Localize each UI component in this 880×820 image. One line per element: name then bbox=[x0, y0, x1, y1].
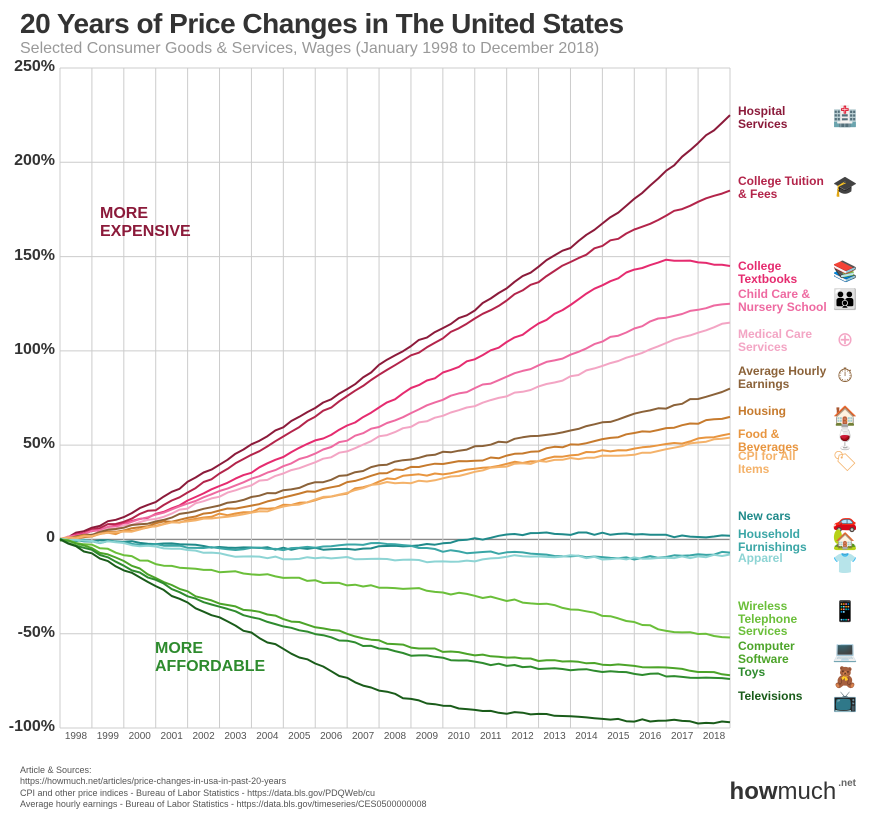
tv-icon: 📺 bbox=[830, 688, 860, 714]
series-label-medical: Medical Care Services bbox=[738, 328, 828, 353]
line-wages bbox=[60, 389, 730, 539]
software-icon: 💻 bbox=[830, 638, 860, 664]
logo-much: much bbox=[778, 778, 837, 805]
yaxis-tick-0: 0 bbox=[5, 529, 55, 547]
line-apparel bbox=[60, 539, 730, 563]
annotation-more-affordable: MOREAFFORDABLE bbox=[155, 640, 265, 677]
xaxis-tick-2009: 2009 bbox=[412, 731, 442, 742]
grid bbox=[60, 68, 730, 728]
sources-line-1: CPI and other price indices - Bureau of … bbox=[20, 788, 427, 799]
line-hospital bbox=[60, 115, 730, 540]
series-label-toys: Toys bbox=[738, 666, 828, 679]
hospital-icon: 🏥 bbox=[830, 103, 860, 129]
line-tuition bbox=[60, 191, 730, 541]
childcare-icon: 👪 bbox=[830, 286, 860, 312]
annotation-more-expensive: MOREEXPENSIVE bbox=[100, 205, 191, 242]
series-label-childcare: Child Care & Nursery School bbox=[738, 288, 828, 313]
phone-icon: 📱 bbox=[830, 598, 860, 624]
series-label-wages: Average Hourly Earnings bbox=[738, 365, 828, 390]
xaxis-tick-2016: 2016 bbox=[635, 731, 665, 742]
series-label-housing: Housing bbox=[738, 405, 828, 418]
graduation-cap-icon: 🎓 bbox=[830, 173, 860, 199]
xaxis-tick-2011: 2011 bbox=[476, 731, 506, 742]
line-tv bbox=[60, 539, 730, 723]
yaxis-tick-100: 100% bbox=[5, 341, 55, 359]
xaxis-tick-2008: 2008 bbox=[380, 731, 410, 742]
xaxis-tick-2001: 2001 bbox=[157, 731, 187, 742]
series-label-textbooks: College Textbooks bbox=[738, 260, 828, 285]
series-label-cpi: CPI for All Items bbox=[738, 450, 828, 475]
books-icon: 📚 bbox=[830, 258, 860, 284]
xaxis-tick-2000: 2000 bbox=[125, 731, 155, 742]
xaxis-tick-1998: 1998 bbox=[61, 731, 91, 742]
sources-block: Article & Sources: https://howmuch.net/a… bbox=[20, 765, 427, 810]
sources-line-0: https://howmuch.net/articles/price-chang… bbox=[20, 776, 427, 787]
xaxis-tick-2014: 2014 bbox=[571, 731, 601, 742]
logo-net: .net bbox=[838, 778, 856, 789]
sources-heading: Article & Sources: bbox=[20, 765, 427, 776]
line-textbooks bbox=[60, 260, 730, 539]
series-label-cars: New cars bbox=[738, 510, 828, 523]
series-label-apparel: Apparel bbox=[738, 552, 828, 565]
series-label-wireless: Wireless Telephone Services bbox=[738, 600, 828, 638]
howmuch-logo: howmuch.net bbox=[730, 778, 856, 806]
wages-icon: ⏱ bbox=[830, 363, 860, 389]
xaxis-tick-2015: 2015 bbox=[603, 731, 633, 742]
furnish-icon: 🏡 bbox=[830, 526, 860, 552]
cpi-icon: 🏷 bbox=[830, 448, 860, 474]
toys-icon: 🧸 bbox=[830, 664, 860, 690]
chart-subtitle: Selected Consumer Goods & Services, Wage… bbox=[20, 40, 599, 58]
xaxis-tick-2002: 2002 bbox=[189, 731, 219, 742]
series-label-tv: Televisions bbox=[738, 690, 828, 703]
chart-svg bbox=[60, 68, 730, 728]
yaxis-tick-150: 150% bbox=[5, 247, 55, 265]
xaxis-tick-2003: 2003 bbox=[220, 731, 250, 742]
xaxis-tick-2010: 2010 bbox=[444, 731, 474, 742]
series-label-tuition: College Tuition & Fees bbox=[738, 175, 828, 200]
line-furnish bbox=[60, 540, 730, 560]
yaxis-tick--100: -100% bbox=[5, 718, 55, 736]
xaxis-tick-2004: 2004 bbox=[252, 731, 282, 742]
yaxis-tick-50: 50% bbox=[5, 435, 55, 453]
yaxis-tick-250: 250% bbox=[5, 58, 55, 76]
series-label-software: Computer Software bbox=[738, 640, 828, 665]
xaxis-tick-2017: 2017 bbox=[667, 731, 697, 742]
chart-container: { "title": "20 Years of Price Changes in… bbox=[0, 0, 880, 820]
xaxis-tick-2006: 2006 bbox=[316, 731, 346, 742]
chart-plot-area bbox=[60, 68, 730, 728]
series-label-furnish: Household Furnishings bbox=[738, 528, 828, 553]
xaxis-tick-2012: 2012 bbox=[508, 731, 538, 742]
chart-title: 20 Years of Price Changes in The United … bbox=[20, 8, 624, 40]
xaxis-tick-2005: 2005 bbox=[284, 731, 314, 742]
line-childcare bbox=[60, 304, 730, 540]
xaxis-tick-2018: 2018 bbox=[699, 731, 729, 742]
yaxis-tick-200: 200% bbox=[5, 152, 55, 170]
logo-how: how bbox=[730, 778, 778, 805]
sources-line-2: Average hourly earnings - Bureau of Labo… bbox=[20, 799, 427, 810]
apparel-icon: 👕 bbox=[830, 550, 860, 576]
xaxis-tick-1999: 1999 bbox=[93, 731, 123, 742]
series-label-hospital: Hospital Services bbox=[738, 105, 828, 130]
xaxis-tick-2013: 2013 bbox=[540, 731, 570, 742]
xaxis-tick-2007: 2007 bbox=[348, 731, 378, 742]
yaxis-tick--50: -50% bbox=[5, 624, 55, 642]
line-cpi bbox=[60, 438, 730, 539]
medical-icon: ⊕ bbox=[830, 326, 860, 352]
